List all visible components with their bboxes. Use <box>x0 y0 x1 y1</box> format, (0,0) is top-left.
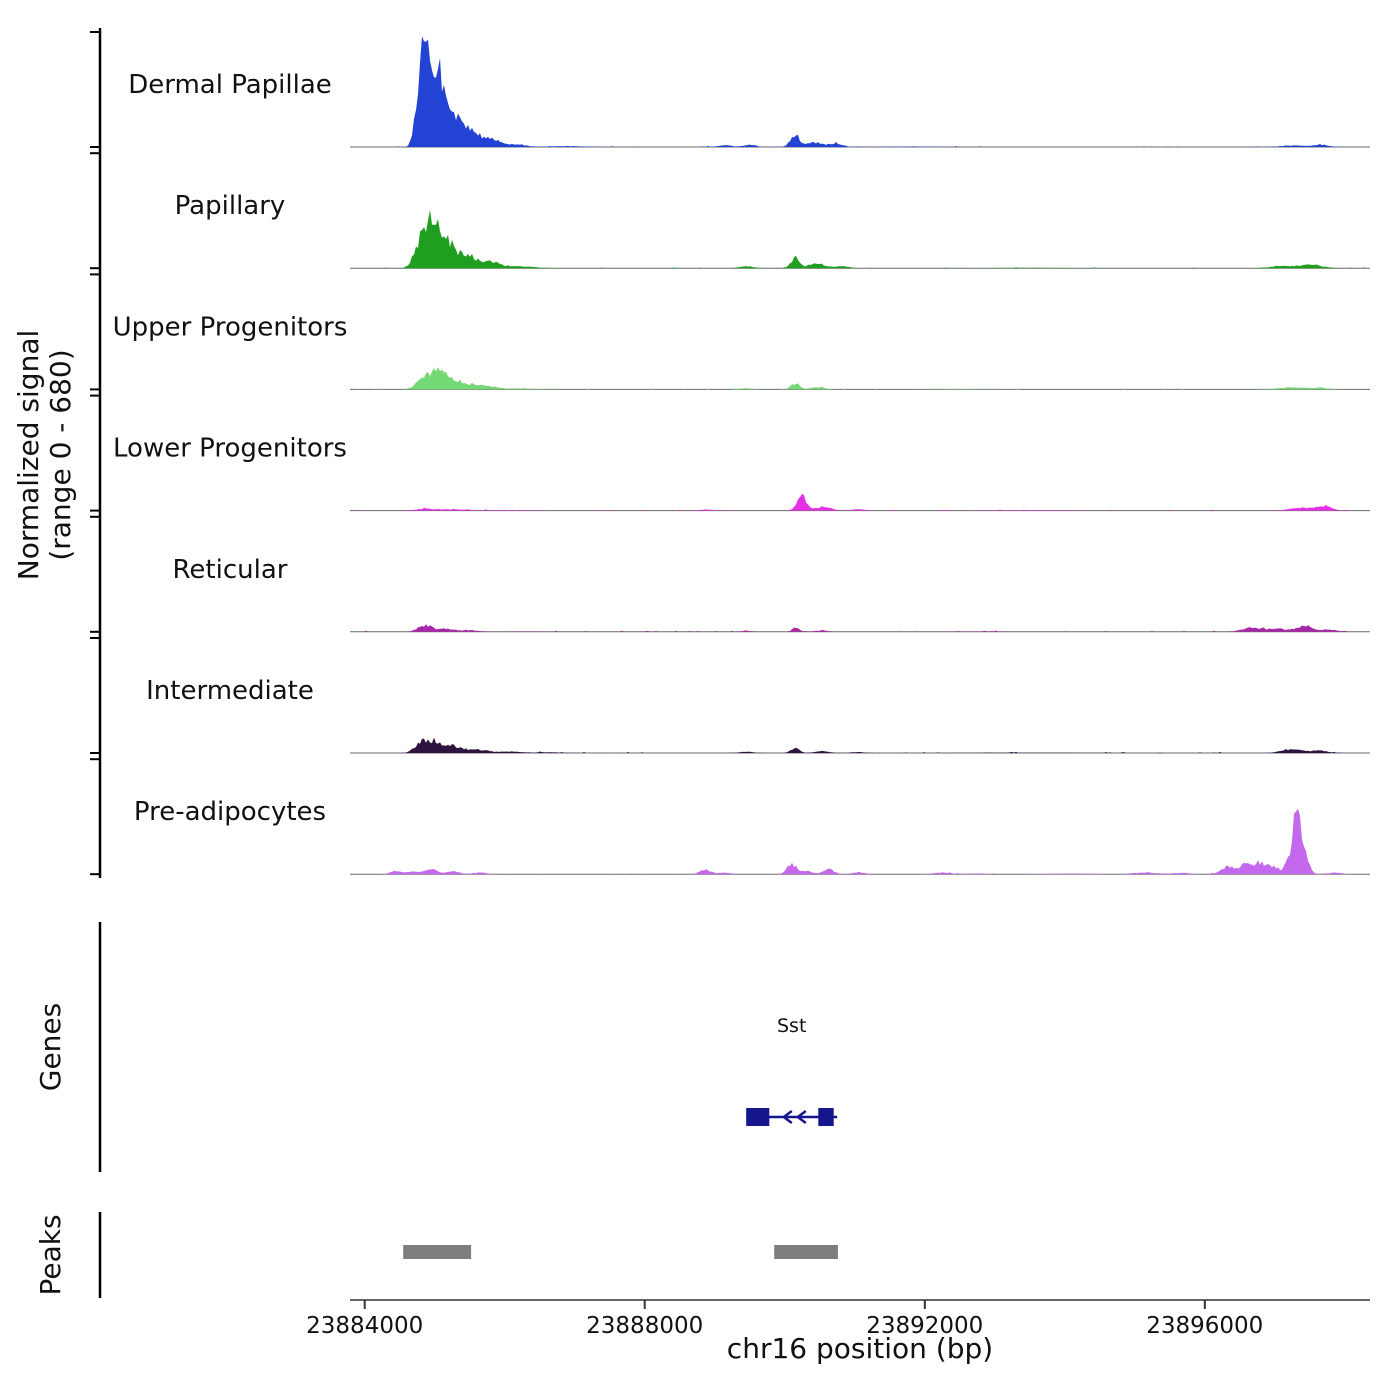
peak-region <box>774 1245 838 1259</box>
track-dermal-papillae: Dermal Papillae <box>128 36 1370 148</box>
track-label: Reticular <box>173 555 288 585</box>
genes-section: Sst <box>98 922 838 1172</box>
track-papillary: Papillary <box>175 191 1370 269</box>
genes-section-label: Genes <box>34 1003 67 1091</box>
signal-area-intermediate <box>350 737 1370 753</box>
track-label: Upper Progenitors <box>113 312 348 342</box>
chart-dynamic-content: Dermal Papillae Papillary Upper Progenitor… <box>90 28 1370 1339</box>
x-axis-title: chr16 position (bp) <box>727 1332 993 1365</box>
track-label: Dermal Papillae <box>128 70 332 100</box>
gene-strand-arrow-left-icon <box>781 1110 793 1124</box>
x-tick-label: 23888000 <box>586 1313 703 1339</box>
signal-area-reticular <box>350 624 1370 632</box>
track-reticular: Reticular <box>173 555 1370 633</box>
gene-strand-arrow-left-icon <box>795 1110 807 1124</box>
track-label: Lower Progenitors <box>113 434 347 464</box>
gene-exon <box>818 1108 834 1126</box>
x-tick-label: 23884000 <box>306 1313 423 1339</box>
track-intermediate: Intermediate <box>146 676 1370 754</box>
signal-area-pre-adipocytes <box>350 808 1370 875</box>
gene-label: Sst <box>777 1015 806 1037</box>
signal-area-dermal-papillae <box>350 36 1370 147</box>
peaks-section-label: Peaks <box>34 1214 67 1295</box>
signal-area-papillary <box>350 209 1370 269</box>
signal-axis <box>90 28 102 878</box>
track-label: Pre-adipocytes <box>134 797 326 827</box>
gene-exon <box>746 1108 770 1126</box>
x-tick-label: 23896000 <box>1146 1313 1263 1339</box>
y-axis-label-line2: (range 0 - 680) <box>44 349 77 560</box>
track-pre-adipocytes: Pre-adipocytes <box>134 797 1370 875</box>
signal-area-lower-progenitors <box>350 494 1370 511</box>
gene-sst: Sst <box>746 1015 838 1126</box>
track-label: Papillary <box>175 191 286 221</box>
track-lower-progenitors: Lower Progenitors <box>113 434 1370 512</box>
x-tick-label: 23892000 <box>866 1313 983 1339</box>
peaks-section <box>98 1212 838 1298</box>
track-label: Intermediate <box>146 676 314 706</box>
peak-region <box>403 1245 472 1259</box>
signal-area-upper-progenitors <box>350 367 1370 390</box>
x-axis: 23884000 23888000 23892000 23896000 <box>306 1299 1370 1339</box>
track-upper-progenitors: Upper Progenitors <box>113 312 1370 390</box>
y-axis-label-line1: Normalized signal <box>12 330 45 581</box>
